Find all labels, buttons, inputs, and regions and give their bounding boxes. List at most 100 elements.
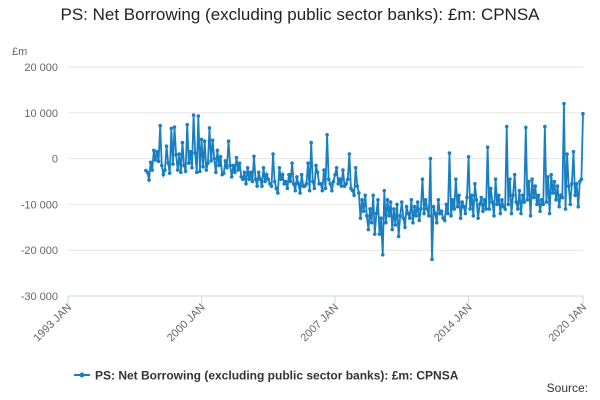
point (434, 220, 439, 225)
point (566, 184, 571, 188)
point (396, 234, 401, 239)
point (318, 181, 323, 186)
point (247, 177, 252, 182)
point (411, 220, 415, 225)
point (323, 186, 328, 191)
point (269, 184, 274, 188)
point (261, 165, 266, 170)
point (276, 191, 280, 195)
point (290, 161, 294, 165)
point (557, 204, 561, 209)
point (277, 165, 282, 170)
point (347, 152, 352, 156)
point (446, 211, 450, 216)
point (358, 216, 363, 220)
point (420, 177, 425, 182)
point (171, 162, 175, 166)
source: Source: (547, 381, 588, 395)
point (390, 227, 395, 232)
point (399, 200, 404, 204)
point (180, 140, 185, 145)
y-tick-label: -20 000 (21, 245, 58, 257)
point (236, 168, 240, 172)
point (395, 202, 399, 207)
point (554, 198, 558, 202)
point (571, 149, 576, 154)
point (371, 193, 375, 198)
point (183, 169, 188, 174)
point (487, 207, 492, 211)
point (530, 177, 534, 182)
point (353, 165, 358, 170)
point (193, 151, 197, 155)
point (345, 177, 350, 182)
point (145, 170, 150, 175)
point (468, 207, 472, 211)
point (519, 211, 523, 216)
point (496, 193, 501, 198)
point (338, 177, 342, 182)
point (412, 204, 417, 209)
y-tick-label: 10 000 (24, 108, 58, 120)
point (298, 191, 302, 195)
point (388, 200, 393, 204)
point (339, 184, 344, 188)
point (425, 207, 430, 211)
point (194, 170, 199, 175)
point (299, 172, 304, 177)
point (315, 170, 320, 175)
point (461, 204, 466, 209)
y-tick-label: -10 000 (21, 199, 58, 211)
point (366, 227, 371, 232)
point (414, 214, 418, 218)
point (210, 138, 215, 143)
point (357, 191, 361, 195)
point (368, 207, 372, 211)
y-tick-label: 20 000 (24, 62, 58, 74)
point (255, 184, 259, 188)
point (155, 149, 159, 154)
point (164, 144, 169, 149)
point (264, 172, 269, 177)
point (544, 200, 549, 204)
point (417, 218, 422, 223)
point (573, 193, 577, 198)
point (306, 161, 310, 165)
point (212, 156, 217, 161)
point (287, 172, 291, 177)
point (380, 252, 385, 257)
point (422, 211, 426, 216)
point (166, 161, 170, 165)
point (285, 186, 290, 191)
point (241, 177, 245, 182)
point (147, 178, 151, 182)
point (379, 216, 383, 220)
point (444, 202, 449, 207)
point (511, 193, 515, 198)
point (369, 220, 374, 225)
point (234, 155, 239, 160)
point (293, 188, 298, 193)
x-tick-label: 2007 JAN (299, 302, 342, 345)
point (242, 170, 247, 175)
point (535, 202, 539, 207)
point (450, 198, 455, 202)
point (185, 122, 190, 127)
point (209, 159, 213, 163)
point (250, 179, 255, 184)
point (244, 181, 248, 186)
point (283, 179, 288, 184)
point (479, 195, 484, 200)
point (457, 193, 461, 198)
point (392, 207, 396, 211)
point (307, 188, 312, 193)
point (167, 171, 172, 176)
point (158, 123, 162, 128)
point (376, 198, 380, 202)
point (280, 172, 285, 177)
point (322, 168, 326, 172)
point (539, 198, 544, 202)
point (531, 195, 536, 200)
x-tick-label: 2020 JAN (546, 302, 589, 345)
point (428, 156, 433, 161)
